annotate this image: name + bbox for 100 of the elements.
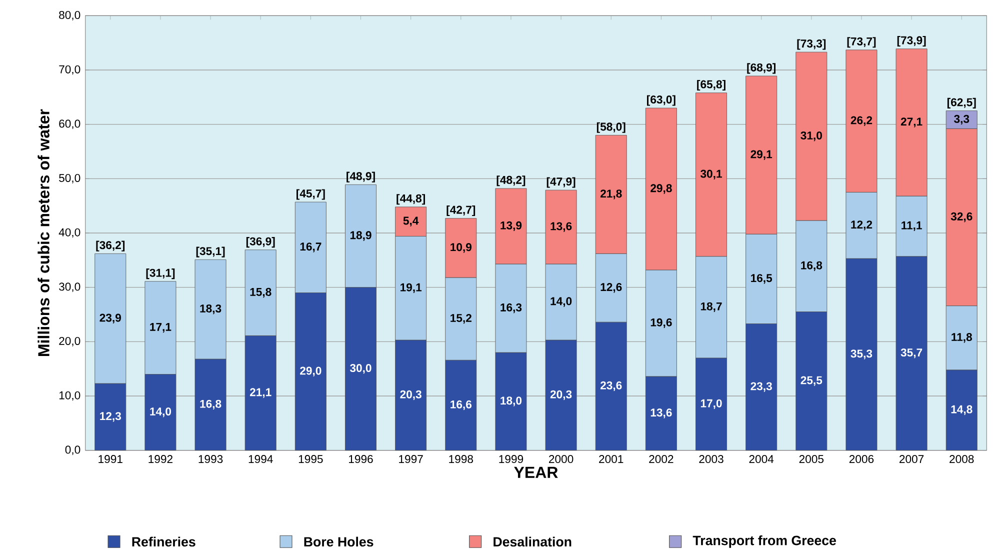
data-label: 23,3: [750, 382, 772, 392]
data-label: 14,0: [550, 297, 572, 307]
data-label: 16,7: [300, 242, 322, 252]
data-label: 16,6: [450, 400, 472, 410]
x-tick-label: 1999: [499, 455, 524, 464]
data-label: 29,0: [300, 366, 322, 376]
data-label: 18,7: [700, 302, 722, 312]
y-tick-label: 30,0: [59, 282, 80, 292]
y-tick-label: 40,0: [58, 228, 80, 238]
data-label: 19,6: [650, 318, 672, 328]
data-label: 5,4: [403, 216, 419, 226]
data-label: 15,2: [450, 314, 472, 324]
total-label: [36,2]: [96, 240, 125, 252]
data-label: 12,2: [851, 220, 872, 230]
total-label: [62,5]: [947, 98, 976, 108]
x-axis-title: YEAR: [514, 466, 558, 478]
data-label: 26,2: [850, 116, 872, 126]
data-label: 25,5: [800, 376, 822, 386]
x-tick-label: 2002: [649, 455, 674, 464]
total-label: [35,1]: [196, 246, 225, 258]
data-label: 14,0: [150, 407, 172, 418]
data-label: 13,6: [550, 222, 572, 232]
x-tick-label: 1994: [248, 455, 273, 464]
data-label: 21,1: [250, 388, 272, 398]
data-label: 16,5: [751, 274, 772, 284]
total-label: [47,9]: [546, 177, 576, 188]
y-tick-label: 70,0: [59, 65, 80, 75]
data-label: 27,1: [900, 118, 922, 128]
data-label: 19,1: [400, 283, 422, 293]
data-label: 11,1: [902, 221, 922, 231]
x-tick-label: 2007: [900, 455, 924, 464]
data-label: 18,9: [350, 231, 372, 241]
legend-label: Bore Holes: [304, 536, 374, 547]
total-label: [68,9]: [747, 63, 776, 74]
data-label: 10,9: [450, 243, 472, 253]
x-tick-label: 1991: [98, 455, 122, 464]
data-label: 30,0: [350, 364, 372, 374]
data-label: 30,1: [700, 170, 722, 180]
y-tick-label: 10,0: [59, 391, 80, 401]
data-label: 23,9: [100, 314, 121, 324]
x-tick-label: 2004: [749, 455, 774, 464]
data-label: 31,0: [800, 131, 822, 142]
total-label: [73,3]: [797, 39, 826, 50]
data-label: 18,3: [200, 304, 222, 314]
x-tick-label: 1998: [449, 455, 474, 464]
legend-label: Desalination: [494, 536, 572, 547]
x-tick-label: 2001: [599, 455, 624, 464]
total-label: [42,7]: [446, 205, 476, 216]
data-label: 17,0: [700, 399, 722, 409]
data-label: 20,3: [400, 390, 422, 400]
total-label: [63,0]: [647, 95, 676, 106]
data-label: 35,7: [900, 348, 922, 358]
x-tick-label: 1996: [349, 455, 373, 464]
y-tick-label: 50,0: [59, 174, 80, 184]
data-label: 13,9: [500, 221, 522, 232]
x-tick-label: 2005: [799, 455, 824, 464]
data-label: 16,8: [200, 400, 222, 410]
data-label: 20,3: [550, 390, 572, 400]
total-label: [36,9]: [246, 237, 275, 248]
total-label: [73,7]: [847, 37, 876, 48]
data-label: 11,8: [952, 333, 972, 343]
data-label: 16,8: [801, 261, 822, 271]
y-tick-label: 60,0: [59, 120, 80, 130]
x-tick-label: 2006: [849, 455, 874, 464]
total-label: [45,7]: [296, 189, 325, 200]
data-label: 3,3: [954, 114, 970, 125]
total-label: [73,9]: [897, 36, 926, 47]
data-label: 35,3: [850, 350, 872, 360]
data-label: 13,6: [650, 408, 672, 418]
data-label: 18,0: [500, 396, 522, 406]
data-label: 16,3: [500, 303, 522, 314]
x-tick-label: 2008: [950, 455, 974, 464]
data-label: 17,1: [150, 323, 172, 333]
data-label: 23,6: [600, 381, 622, 392]
data-label: 29,8: [650, 184, 672, 194]
x-tick-label: 1992: [148, 455, 172, 464]
data-label: 12,3: [100, 412, 121, 422]
total-label: [48,9]: [346, 172, 375, 182]
total-label: [48,2]: [496, 176, 526, 186]
total-label: [58,0]: [596, 122, 626, 133]
legend-label: Refineries: [132, 536, 196, 547]
y-tick-label: 20,0: [59, 336, 80, 346]
x-tick-label: 1997: [399, 455, 423, 464]
data-label: 14,8: [951, 405, 972, 415]
data-label: 21,8: [600, 190, 622, 200]
y-axis-title: Millions of cubic meters of water: [38, 109, 50, 356]
data-label: 32,6: [950, 212, 972, 222]
data-label: 15,8: [250, 288, 272, 298]
x-tick-label: 1995: [298, 455, 323, 464]
total-label: [44,8]: [396, 194, 425, 205]
y-tick-label: 0,0: [65, 446, 80, 455]
y-tick-label: 80,0: [59, 11, 80, 20]
x-tick-label: 2003: [699, 455, 724, 464]
total-label: [31,1]: [146, 268, 175, 280]
data-label: 12,6: [600, 283, 622, 293]
total-label: [65,8]: [697, 80, 726, 91]
data-label: 29,1: [750, 150, 772, 160]
x-tick-label: 1993: [198, 455, 223, 464]
x-tick-label: 2000: [549, 455, 574, 464]
legend-label: Transport from Greece: [692, 535, 836, 548]
